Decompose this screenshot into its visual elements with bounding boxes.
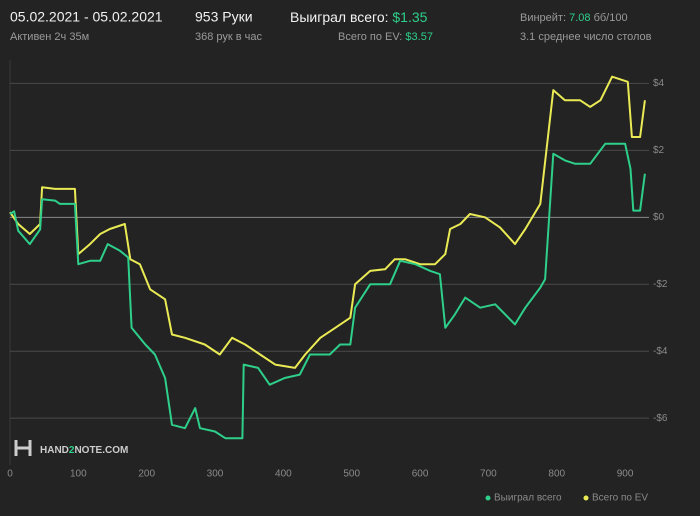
logo-part: NOTE.COM: [74, 445, 128, 456]
legend-marker: [485, 495, 491, 501]
date-range: 05.02.2021 - 05.02.2021: [10, 9, 163, 25]
ev-value: $3.57: [405, 31, 433, 43]
legend-label: Всего по EV: [592, 493, 648, 504]
y-tick-label: $0: [653, 212, 665, 223]
winrate-unit: бб/100: [594, 12, 628, 24]
y-tick-label: -$4: [653, 346, 668, 357]
series-line: [9, 142, 646, 440]
winrate-value: 7.08: [569, 12, 590, 24]
x-tick-label: 600: [412, 469, 429, 480]
legend-label: Выиграл всего: [494, 493, 562, 504]
x-tick-label: 500: [343, 469, 360, 480]
y-tick-label: $4: [653, 78, 665, 89]
x-tick-label: 100: [70, 469, 87, 480]
tables: 3.1 среднее число столов: [520, 31, 652, 43]
winrate: Винрейт: 7.08 бб/100: [520, 12, 628, 24]
logo-part: HAND: [40, 445, 69, 456]
x-tick-label: 0: [7, 469, 13, 480]
logo-icon: [14, 440, 32, 456]
x-tick-label: 900: [617, 469, 634, 480]
series-line: [9, 75, 646, 369]
won-summary: Выиграл всего: $1.35: [290, 9, 428, 25]
hands-per-hour: 368 рук в час: [195, 31, 263, 43]
logo-part: 2: [69, 445, 75, 456]
x-tick-label: 400: [275, 469, 292, 480]
active-time: Активен 2ч 35м: [10, 31, 89, 43]
won-label: Выиграл всего:: [290, 9, 389, 25]
logo: HAND2NOTE.COM: [14, 440, 128, 456]
ev-summary: Всего по EV: $3.57: [338, 31, 433, 43]
x-tick-label: 800: [548, 469, 565, 480]
won-value: $1.35: [392, 9, 427, 25]
ev-label: Всего по EV:: [338, 31, 402, 43]
y-tick-label: -$6: [653, 413, 668, 424]
hands: 953 Руки: [195, 9, 253, 25]
y-tick-label: -$2: [653, 279, 668, 290]
x-tick-label: 200: [138, 469, 155, 480]
x-tick-label: 300: [207, 469, 224, 480]
y-tick-label: $2: [653, 145, 665, 156]
logo-text: HAND2NOTE.COM: [40, 445, 128, 456]
legend-marker: [583, 495, 589, 501]
x-tick-label: 700: [480, 469, 497, 480]
winrate-label: Винрейт:: [520, 12, 566, 24]
